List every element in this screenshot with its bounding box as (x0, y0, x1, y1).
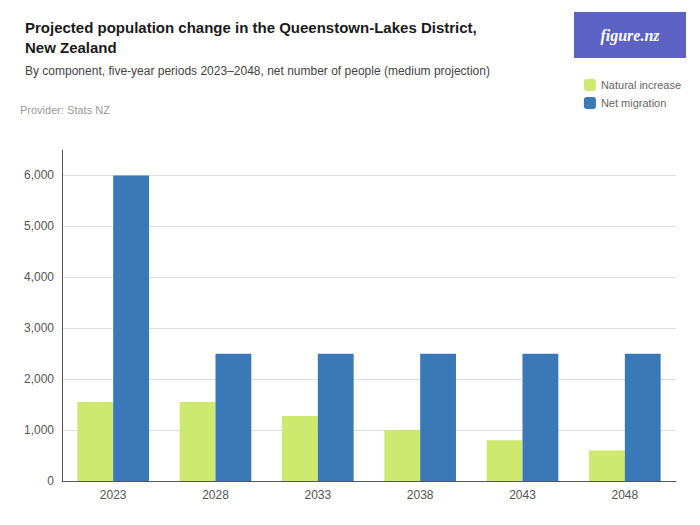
svg-text:Provider: Stats NZ: Provider: Stats NZ (20, 104, 110, 116)
svg-text:2028: 2028 (202, 488, 229, 502)
svg-text:4,000: 4,000 (24, 270, 54, 284)
svg-text:3,000: 3,000 (24, 321, 54, 335)
svg-text:2023: 2023 (100, 488, 127, 502)
svg-text:2038: 2038 (407, 488, 434, 502)
svg-text:By component, five-year period: By component, five-year periods 2023–204… (25, 64, 490, 78)
svg-text:New Zealand: New Zealand (25, 39, 117, 56)
svg-text:Natural increase: Natural increase (601, 79, 681, 91)
svg-text:5,000: 5,000 (24, 219, 54, 233)
svg-text:0: 0 (47, 474, 54, 488)
svg-text:Projected population change in: Projected population change in the Queen… (25, 19, 477, 36)
svg-text:1,000: 1,000 (24, 423, 54, 437)
svg-text:Net migration: Net migration (601, 97, 666, 109)
svg-text:2048: 2048 (611, 488, 638, 502)
svg-text:2,000: 2,000 (24, 372, 54, 386)
svg-text:2033: 2033 (304, 488, 331, 502)
svg-text:2043: 2043 (509, 488, 536, 502)
svg-text:6,000: 6,000 (24, 168, 54, 182)
svg-text:figure.nz: figure.nz (600, 27, 660, 45)
